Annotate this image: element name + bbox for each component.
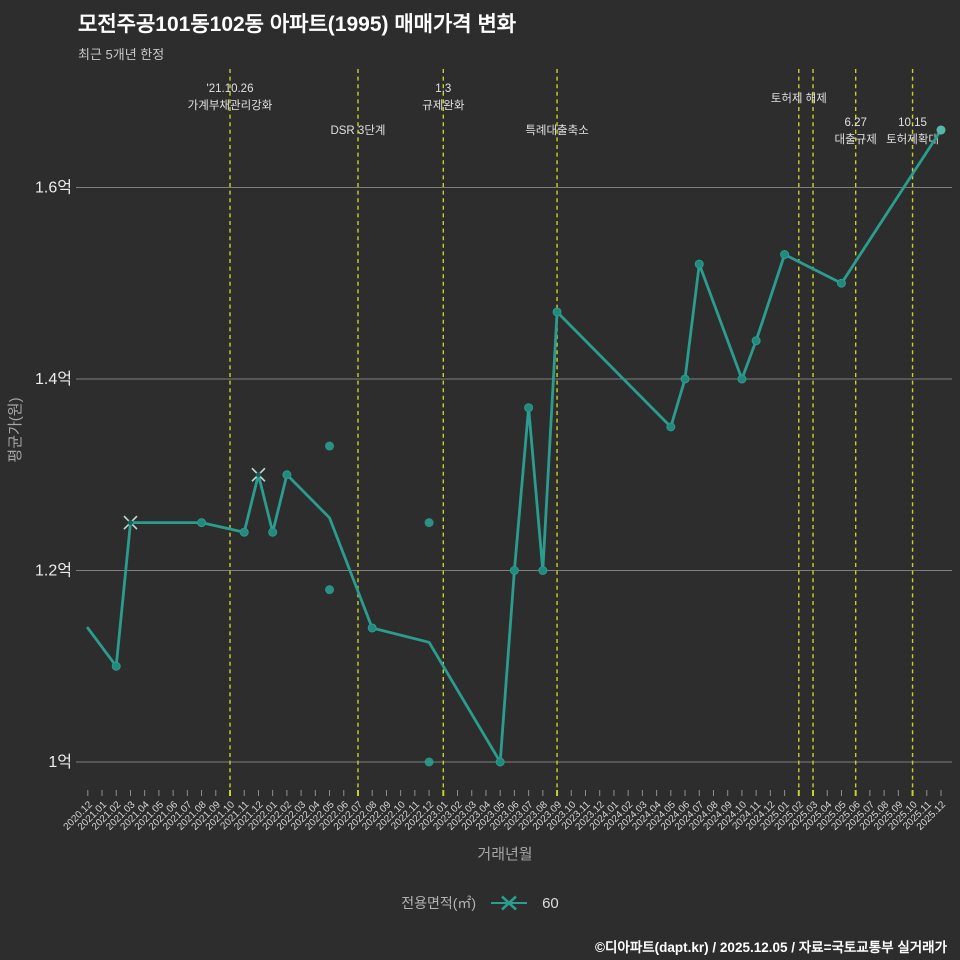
event-label: 규제완화 xyxy=(422,99,465,112)
y-tick-label: 1억 xyxy=(48,753,72,771)
y-tick-label: 1.6억 xyxy=(35,179,72,197)
transaction-dot xyxy=(325,441,335,451)
point-marker xyxy=(367,623,377,633)
event-label: DSR 3단계 xyxy=(330,124,385,137)
legend-label: 전용면적(㎡) xyxy=(401,895,477,911)
transaction-dot xyxy=(424,518,434,528)
event-label: 토허제 해제 xyxy=(771,92,827,105)
transaction-dot xyxy=(424,757,434,767)
point-marker xyxy=(751,336,761,346)
event-label: 대출규제 xyxy=(835,133,877,146)
y-axis-labels: 1억 1.2억 1.4억 1.6억 xyxy=(35,179,72,772)
x-axis-labels: 2020.122021.012021.022021.032021.042021.… xyxy=(62,799,949,833)
point-marker xyxy=(737,374,747,384)
series-markers xyxy=(111,125,946,767)
event-label: 가계부채관리강화 xyxy=(188,99,273,112)
point-marker-end xyxy=(936,125,946,135)
x-marker-center xyxy=(255,472,262,478)
point-marker xyxy=(111,661,121,671)
point-marker xyxy=(552,307,562,317)
point-marker xyxy=(694,259,704,269)
point-marker xyxy=(239,527,249,537)
legend-series-name: 60 xyxy=(542,894,559,912)
point-marker xyxy=(680,374,690,384)
point-marker xyxy=(509,566,519,575)
transaction-dots xyxy=(325,441,434,767)
point-marker xyxy=(495,757,505,767)
event-label: 6.27 xyxy=(844,117,866,129)
point-marker xyxy=(780,250,790,260)
point-marker xyxy=(268,527,278,537)
point-marker xyxy=(836,278,846,288)
point-marker xyxy=(666,422,676,432)
point-marker xyxy=(524,403,534,413)
point-marker xyxy=(282,470,292,480)
y-tick-label: 1.2억 xyxy=(35,562,72,580)
event-label: '21.10.26 xyxy=(207,83,254,95)
transaction-dot xyxy=(325,585,335,595)
chart-legend: 전용면적(㎡) 60 xyxy=(0,893,960,913)
gridlines xyxy=(76,187,952,763)
chart-header: 모전주공101동102동 아파트(1995) 매매가격 변화 최근 5개년 한정 xyxy=(78,8,516,63)
event-label: 특례대출축소 xyxy=(525,124,588,137)
y-tick-label: 1.4억 xyxy=(35,370,72,388)
event-label: 10.15 xyxy=(898,117,927,129)
y-axis-title: 평균가(원) xyxy=(7,397,24,462)
x-axis-title: 거래년월 xyxy=(477,846,532,863)
x-marker-center xyxy=(127,520,134,526)
chart-title: 모전주공101동102동 아파트(1995) 매매가격 변화 xyxy=(78,13,517,36)
series-line xyxy=(86,128,943,764)
source-credit: ©디아파트(dapt.kr) / 2025.12.05 / 자료=국토교통부 실… xyxy=(595,940,947,955)
event-label: 토허제확대 xyxy=(886,133,939,146)
event-label: 1.3 xyxy=(435,83,451,95)
point-marker xyxy=(538,566,548,575)
point-marker xyxy=(197,518,207,528)
x-axis-ticks xyxy=(87,790,942,796)
chart-subtitle: 최근 5개년 한정 xyxy=(78,47,165,62)
legend-line-x-marker-icon xyxy=(491,895,528,911)
